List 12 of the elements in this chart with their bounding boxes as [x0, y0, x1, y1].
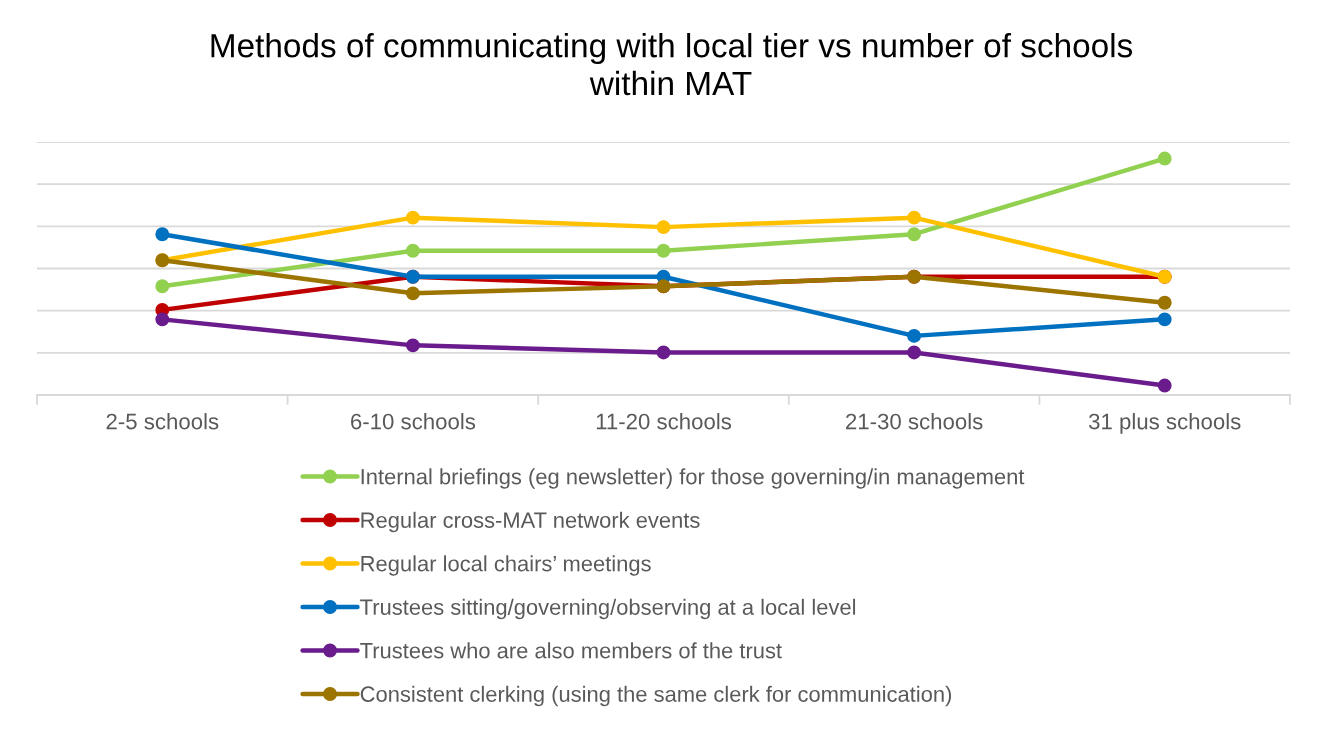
- legend-label: Consistent clerking (using the same clerk for communication): [360, 685, 952, 707]
- legend-label: Trustees who are also members of the trust: [360, 642, 782, 659]
- chart-title: Methods of communicating with local tier vs number of schools within MAT: [211, 33, 1133, 96]
- x-tick-label: 2-5 schools: [106, 413, 219, 430]
- legend-label: Regular local chairs’ meetings: [361, 555, 651, 576]
- x-tick-label: 11-20 schools: [596, 413, 732, 430]
- legend-label: Trustees sitting/governing/observing at a local level: [360, 598, 856, 620]
- x-tick-label: 21-30 schools: [846, 413, 983, 430]
- legend-label: Regular cross-MAT network events: [361, 511, 700, 533]
- x-tick-label: 31 plus schools: [1088, 413, 1241, 434]
- x-tick-label: 6-10 schools: [351, 413, 476, 430]
- legend-label: Internal briefings (eg newsletter) for those governing/in management: [361, 468, 1025, 489]
